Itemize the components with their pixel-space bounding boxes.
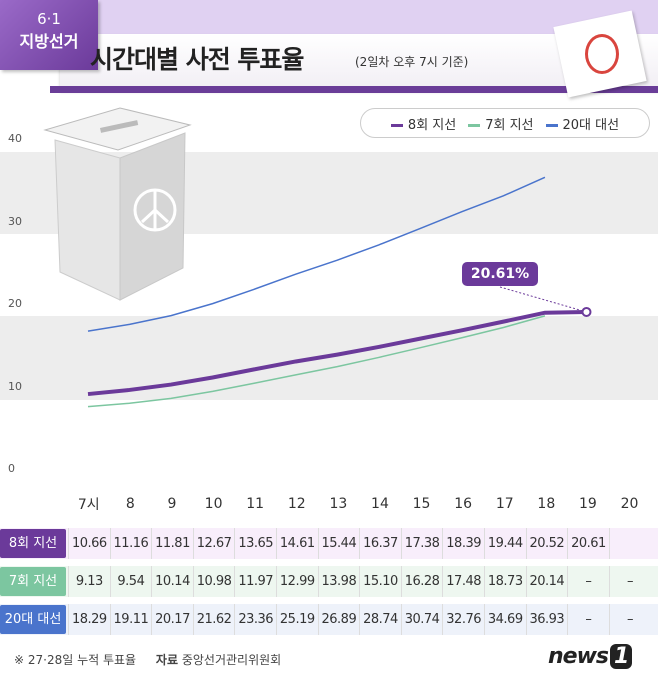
news1-logo: news 1 bbox=[548, 644, 633, 669]
table-cell: 17.38 bbox=[400, 528, 443, 559]
legend: 8회 지선 7회 지선 20대 대선 bbox=[360, 108, 650, 138]
x-tick-label: 8 bbox=[125, 495, 135, 512]
source: 중앙선거관리위원회 bbox=[181, 653, 282, 667]
page-subtitle: (2일차 오후 7시 기준) bbox=[355, 55, 469, 69]
footer: ※ 27·28일 누적 투표율 자료 중앙선거관리위원회 bbox=[14, 651, 281, 668]
x-tick-label: 13 bbox=[329, 495, 348, 512]
table-cell: – bbox=[567, 604, 609, 635]
table-cell: 17.48 bbox=[442, 566, 484, 597]
table-row: 8회 지선 10.66 11.16 11.81 12.67 13.65 14.61 15.44… bbox=[0, 528, 658, 559]
x-tick-label: 10 bbox=[204, 495, 223, 512]
election-tag: 6·1 지방선거 bbox=[0, 0, 98, 70]
table-cell: 18.39 bbox=[442, 528, 484, 559]
table-cell: 15.10 bbox=[359, 566, 401, 597]
y-tick-label: 20 bbox=[8, 297, 22, 310]
table-cell: 18.73 bbox=[483, 566, 526, 597]
table-cell: – bbox=[608, 604, 651, 635]
table-cell: 26.89 bbox=[317, 604, 360, 635]
table-cell: 11.97 bbox=[234, 566, 276, 597]
table-cell: 36.93 bbox=[525, 604, 568, 635]
x-tick-label: 9 bbox=[167, 495, 177, 512]
table-cell: 32.76 bbox=[442, 604, 484, 635]
vote-stamp-icon bbox=[585, 34, 619, 74]
y-tick-label: 10 bbox=[8, 379, 22, 393]
table-cell: 13.65 bbox=[234, 528, 276, 559]
page-title: 시간대별 사전 투표율 bbox=[90, 45, 304, 74]
table-cell: 10.66 bbox=[68, 528, 110, 559]
table-cell: 11.16 bbox=[109, 528, 152, 559]
source-label: 자료 bbox=[155, 653, 179, 667]
row-label: 20대 대선 bbox=[0, 605, 66, 634]
table-cell: 25.19 bbox=[275, 604, 318, 635]
series-line bbox=[87, 176, 546, 332]
table-cell: 14.61 bbox=[275, 528, 318, 559]
table-row: 7회 지선 9.13 9.54 10.14 10.98 11.97 12.99 13.98 15… bbox=[0, 566, 658, 597]
x-tick-label: 16 bbox=[454, 495, 473, 512]
table-cell: 9.13 bbox=[68, 566, 110, 597]
footnote: ※ 27·28일 누적 투표율 bbox=[14, 653, 137, 667]
y-tick-label: 40 bbox=[8, 132, 22, 145]
legend-item: 20대 대선 bbox=[545, 114, 619, 133]
x-tick-label: 18 bbox=[537, 495, 556, 512]
table-cell: 28.74 bbox=[359, 604, 401, 635]
table-cell: 12.67 bbox=[192, 528, 235, 559]
x-tick-label: 14 bbox=[371, 495, 389, 512]
table-cell: 20.14 bbox=[525, 566, 568, 597]
table-cell: – bbox=[608, 566, 651, 597]
table-cell: 20.61 bbox=[567, 528, 609, 559]
table-cell bbox=[608, 528, 651, 559]
table-cell: 19.44 bbox=[483, 528, 526, 559]
x-tick-label: 11 bbox=[246, 495, 265, 512]
table-cell: 16.28 bbox=[400, 566, 443, 597]
table-cell: 12.99 bbox=[275, 566, 318, 597]
y-tick-label: 0 bbox=[8, 462, 15, 475]
table-cell: 18.29 bbox=[68, 604, 110, 635]
table-row: 20대 대선 18.29 19.11 20.17 21.62 23.36 25.19 26.8… bbox=[0, 604, 658, 635]
legend-item: 8회 지선 bbox=[390, 114, 456, 133]
row-label: 8회 지선 bbox=[0, 529, 66, 558]
x-tick-label: 15 bbox=[412, 495, 431, 512]
callout-leader bbox=[499, 286, 587, 313]
table-cell: 23.36 bbox=[234, 604, 276, 635]
tag-label: 지방선거 bbox=[19, 32, 79, 51]
table-cell: 20.52 bbox=[525, 528, 568, 559]
x-tick-label: 17 bbox=[495, 495, 514, 512]
table-cell: 19.11 bbox=[109, 604, 152, 635]
data-point-marker bbox=[581, 306, 592, 317]
legend-item: 7회 지선 bbox=[468, 114, 534, 133]
series-line bbox=[87, 309, 587, 397]
x-tick-label: 20 bbox=[620, 495, 639, 512]
current-value-callout: 20.61% bbox=[462, 262, 538, 286]
table-cell: 20.17 bbox=[151, 604, 193, 635]
table-cell: 9.54 bbox=[109, 566, 152, 597]
row-label: 7회 지선 bbox=[0, 567, 66, 596]
y-tick-label: 30 bbox=[8, 214, 22, 228]
x-tick-label: 7시 bbox=[77, 496, 100, 513]
x-tick-label: 12 bbox=[287, 495, 306, 512]
series-line bbox=[87, 315, 546, 408]
table-cell: 34.69 bbox=[483, 604, 526, 635]
table-header: 7시 8 9 10 11 12 13 14 15 16 17 18 19 20 bbox=[0, 488, 658, 519]
table-cell: 11.81 bbox=[151, 528, 193, 559]
header-divider bbox=[50, 86, 658, 93]
table-cell: 10.14 bbox=[151, 566, 193, 597]
table-cell: 30.74 bbox=[400, 604, 443, 635]
table-cell: 15.44 bbox=[317, 528, 360, 559]
table-cell: – bbox=[567, 566, 609, 597]
tag-date: 6·1 bbox=[37, 10, 61, 28]
table-cell: 16.37 bbox=[359, 528, 401, 559]
ballot-box-icon bbox=[43, 107, 192, 301]
table-cell: 21.62 bbox=[192, 604, 235, 635]
table-cell: 13.98 bbox=[317, 566, 360, 597]
table-cell: 10.98 bbox=[192, 566, 235, 597]
x-tick-label: 19 bbox=[579, 495, 597, 512]
